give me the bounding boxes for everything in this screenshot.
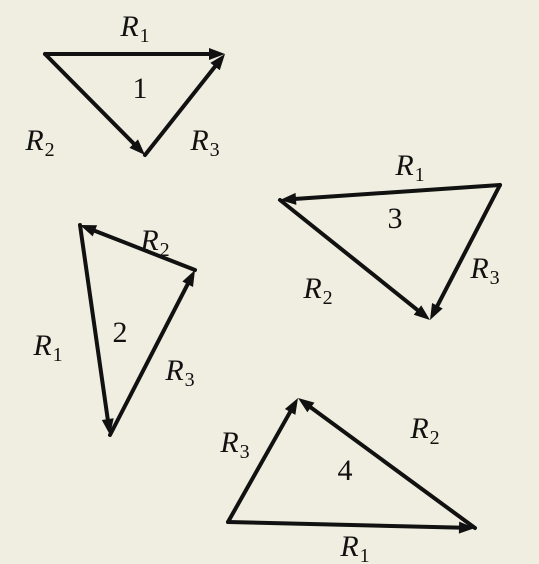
vector-diagram: R1R2R31R2R1R32R1R2R33R3R2R14 xyxy=(0,0,539,564)
paper-bg xyxy=(0,0,539,564)
svg-text:1: 1 xyxy=(133,72,148,105)
svg-text:4: 4 xyxy=(338,454,353,487)
svg-text:2: 2 xyxy=(113,316,128,349)
svg-text:3: 3 xyxy=(388,202,403,235)
